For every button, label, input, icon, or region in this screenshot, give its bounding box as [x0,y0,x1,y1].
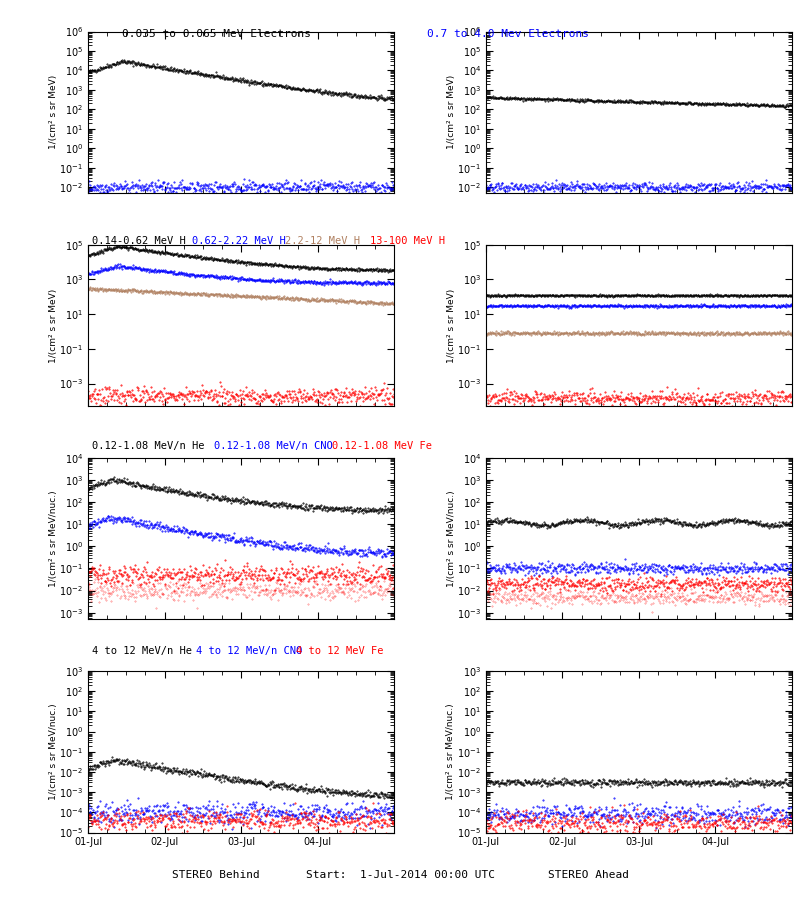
Text: 0.12-1.08 MeV Fe: 0.12-1.08 MeV Fe [332,441,432,451]
Text: 2.2-12 MeV H: 2.2-12 MeV H [285,236,360,246]
Y-axis label: 1/(cm² s sr MeV): 1/(cm² s sr MeV) [49,288,58,363]
Text: 0.035 to 0.065 MeV Electrons: 0.035 to 0.065 MeV Electrons [122,29,310,39]
Text: 0.12-1.08 MeV/n He: 0.12-1.08 MeV/n He [92,441,205,451]
Text: 4 to 12 MeV Fe: 4 to 12 MeV Fe [296,646,383,656]
Text: 0.7 to 4.0 Mev Electrons: 0.7 to 4.0 Mev Electrons [427,29,589,39]
Text: 0.62-2.22 MeV H: 0.62-2.22 MeV H [192,236,286,246]
Y-axis label: 1/(cm² s sr MeV/nuc.): 1/(cm² s sr MeV/nuc.) [446,704,455,800]
Text: 0.14-0.62 MeV H: 0.14-0.62 MeV H [92,236,186,246]
Text: STEREO Ahead: STEREO Ahead [547,870,629,880]
Text: 0.12-1.08 MeV/n CNO: 0.12-1.08 MeV/n CNO [214,441,333,451]
Text: 4 to 12 MeV/n He: 4 to 12 MeV/n He [92,646,192,656]
Y-axis label: 1/(cm² s sr MeV): 1/(cm² s sr MeV) [49,75,58,149]
Y-axis label: 1/(cm² s sr MeV/nuc.): 1/(cm² s sr MeV/nuc.) [49,704,58,800]
Y-axis label: 1/(cm² s sr MeV): 1/(cm² s sr MeV) [447,75,456,149]
Y-axis label: 1/(cm² s sr MeV/nuc.): 1/(cm² s sr MeV/nuc.) [49,491,58,587]
Y-axis label: 1/(cm² s sr MeV): 1/(cm² s sr MeV) [446,288,456,363]
Text: Start:  1-Jul-2014 00:00 UTC: Start: 1-Jul-2014 00:00 UTC [306,870,494,880]
Text: 4 to 12 MeV/n CNO: 4 to 12 MeV/n CNO [196,646,302,656]
Y-axis label: 1/(cm² s sr MeV/nuc.): 1/(cm² s sr MeV/nuc.) [446,491,456,587]
Text: STEREO Behind: STEREO Behind [172,870,260,880]
Text: 13-100 MeV H: 13-100 MeV H [370,236,445,246]
